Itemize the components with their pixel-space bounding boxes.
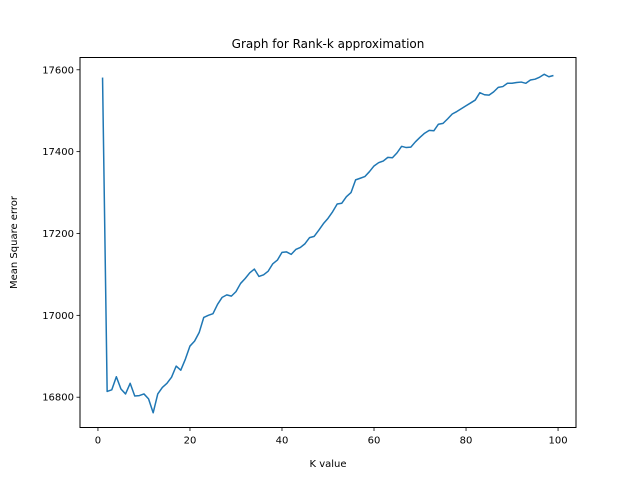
- plot-frame: [79, 57, 577, 428]
- y-tick-label: 17400: [42, 147, 74, 158]
- plot-line-group: [101, 73, 554, 414]
- x-tick-label: 80: [460, 436, 473, 447]
- y-tick-label: 16800: [42, 393, 74, 404]
- y-tick-label: 17000: [42, 311, 74, 322]
- x-tick-label: 20: [184, 436, 197, 447]
- y-axis-label: Mean Square error: [9, 195, 20, 289]
- y-tick-label: 17600: [42, 65, 74, 76]
- x-tick-label: 60: [368, 436, 381, 447]
- x-tick-label: 40: [276, 436, 289, 447]
- x-tick-label: 100: [549, 436, 568, 447]
- x-tick-label: 0: [95, 436, 101, 447]
- chart-title: Graph for Rank-k approximation: [232, 37, 425, 51]
- y-tick-label: 17200: [42, 229, 74, 240]
- x-axis: 0 20 40 60 80 100: [95, 427, 568, 447]
- y-axis: 16800 17000 17200 17400 17600: [42, 65, 80, 404]
- x-axis-label: K value: [309, 459, 346, 470]
- series-line: [101, 73, 554, 414]
